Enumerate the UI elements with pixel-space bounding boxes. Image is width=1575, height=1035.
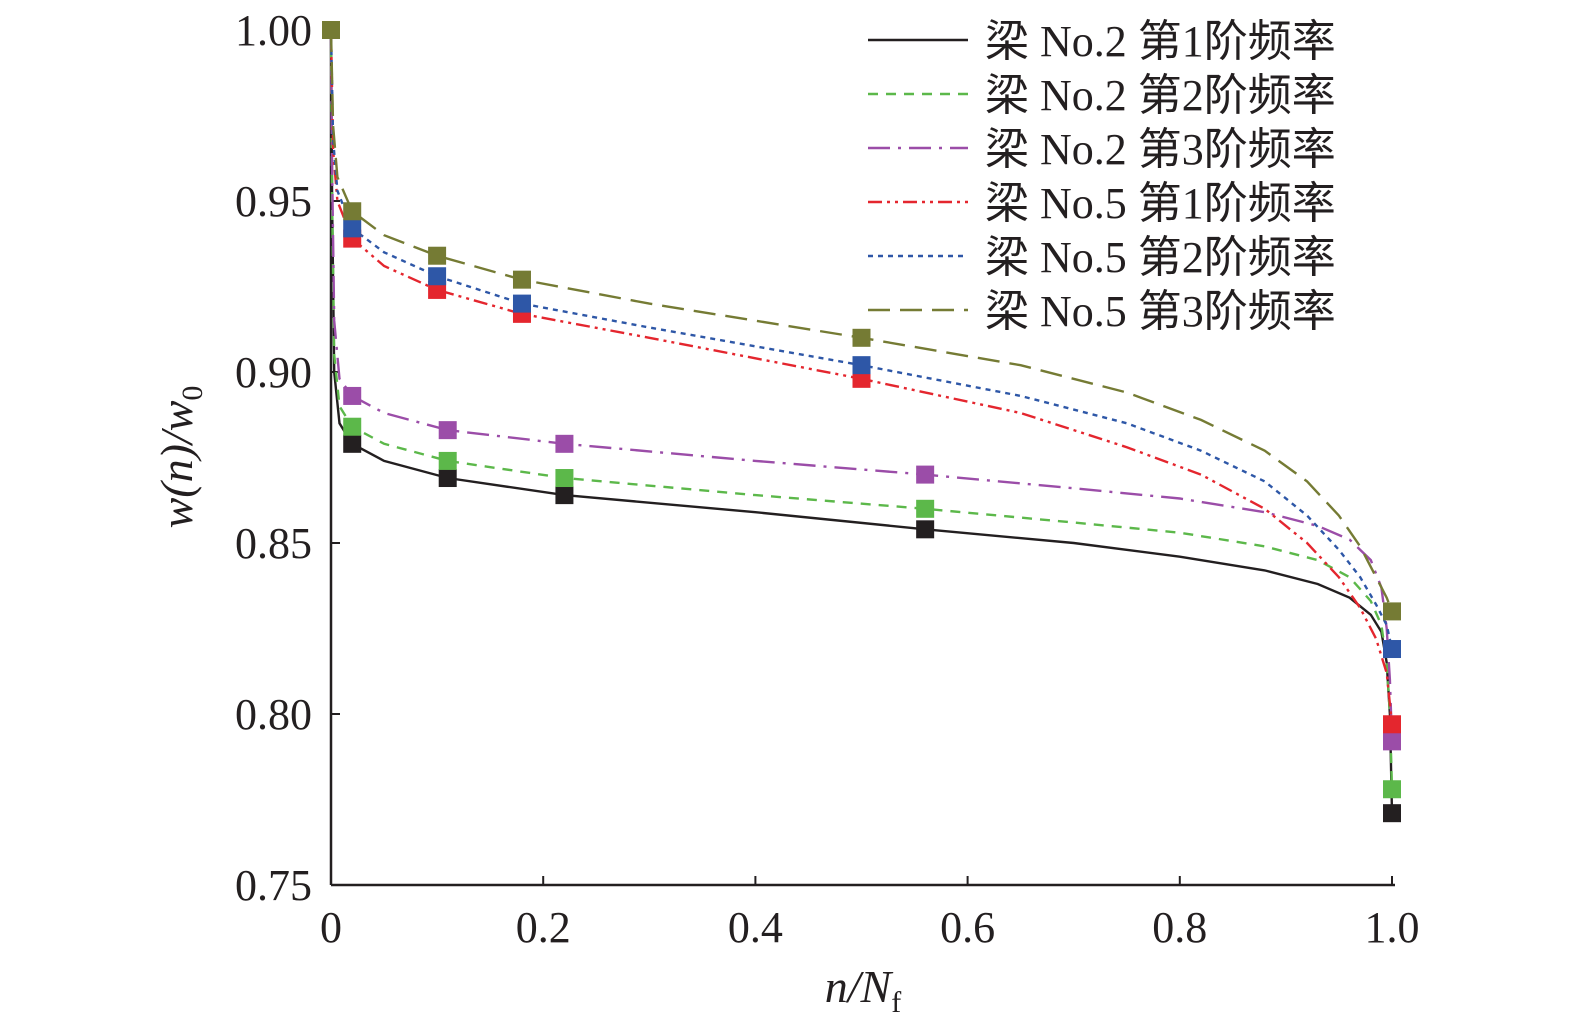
legend-label: 梁 No.5 第1阶频率	[985, 179, 1336, 228]
data-point-marker	[512, 294, 531, 313]
data-point-marker	[555, 469, 574, 488]
x-axis-label-main: n/N	[825, 961, 894, 1012]
data-point-marker	[916, 520, 935, 539]
legend-label: 梁 No.2 第2阶频率	[985, 71, 1336, 120]
data-point-marker	[343, 434, 362, 453]
data-point-marker	[428, 280, 447, 299]
y-tick-label: 0.85	[235, 519, 312, 568]
y-axis-label-main: w(n)/w	[151, 400, 202, 528]
data-point-marker	[428, 267, 447, 286]
data-point-marker	[1383, 780, 1401, 799]
data-point-marker	[438, 451, 457, 470]
y-axis-label: w(n)/w0	[151, 386, 209, 529]
data-point-marker	[555, 486, 574, 505]
data-point-marker	[512, 270, 531, 289]
data-point-marker	[343, 219, 362, 238]
data-point-marker	[1383, 640, 1401, 659]
series-line	[329, 29, 1394, 814]
data-point-marker	[438, 421, 457, 440]
x-tick-label: 0	[320, 903, 342, 952]
data-point-marker	[428, 246, 447, 265]
y-tick-label: 0.80	[235, 690, 312, 739]
data-point-marker	[852, 356, 871, 375]
data-point-marker	[343, 386, 362, 405]
data-point-marker	[343, 202, 362, 221]
x-tick-label: 0.8	[1152, 903, 1207, 952]
x-tick-label: 1.0	[1365, 903, 1420, 952]
data-point-marker	[916, 499, 935, 518]
data-point-marker	[1383, 715, 1401, 734]
series-line	[329, 29, 1394, 790]
x-axis-label-sub: f	[891, 986, 901, 1019]
legend-label: 梁 No.5 第2阶频率	[985, 233, 1336, 282]
y-tick-label: 1.00	[235, 6, 312, 55]
data-point-marker	[852, 369, 871, 388]
data-point-marker	[1383, 804, 1401, 823]
y-tick-label: 0.90	[235, 348, 312, 397]
ticks: 0 0.2 0.4 0.6 0.8 1.0 0.75 0.80 0.85 0.90 0.95 1.00	[235, 6, 1420, 952]
legend-label: 梁 No.2 第3阶频率	[985, 125, 1336, 174]
data-point-marker	[1383, 602, 1401, 621]
y-axis-label-sub: 0	[176, 386, 209, 401]
legend-label: 梁 No.2 第1阶频率	[985, 17, 1336, 66]
data-point-marker	[916, 465, 935, 484]
data-point-marker	[438, 469, 457, 488]
data-point-marker	[343, 417, 362, 436]
y-tick-label: 0.95	[235, 177, 312, 226]
x-axis-label: n/Nf	[825, 961, 901, 1019]
y-tick-label: 0.75	[235, 861, 312, 910]
data-point-marker	[1383, 732, 1401, 751]
series-markers	[322, 21, 1401, 823]
legend-label: 梁 No.5 第3阶频率	[985, 287, 1336, 336]
x-tick-label: 0.6	[940, 903, 995, 952]
data-point-marker	[322, 21, 340, 39]
x-tick-label: 0.4	[728, 903, 783, 952]
series-line	[329, 29, 1394, 612]
data-point-marker	[555, 434, 574, 453]
x-tick-label: 0.2	[516, 903, 571, 952]
data-point-marker	[852, 328, 871, 347]
